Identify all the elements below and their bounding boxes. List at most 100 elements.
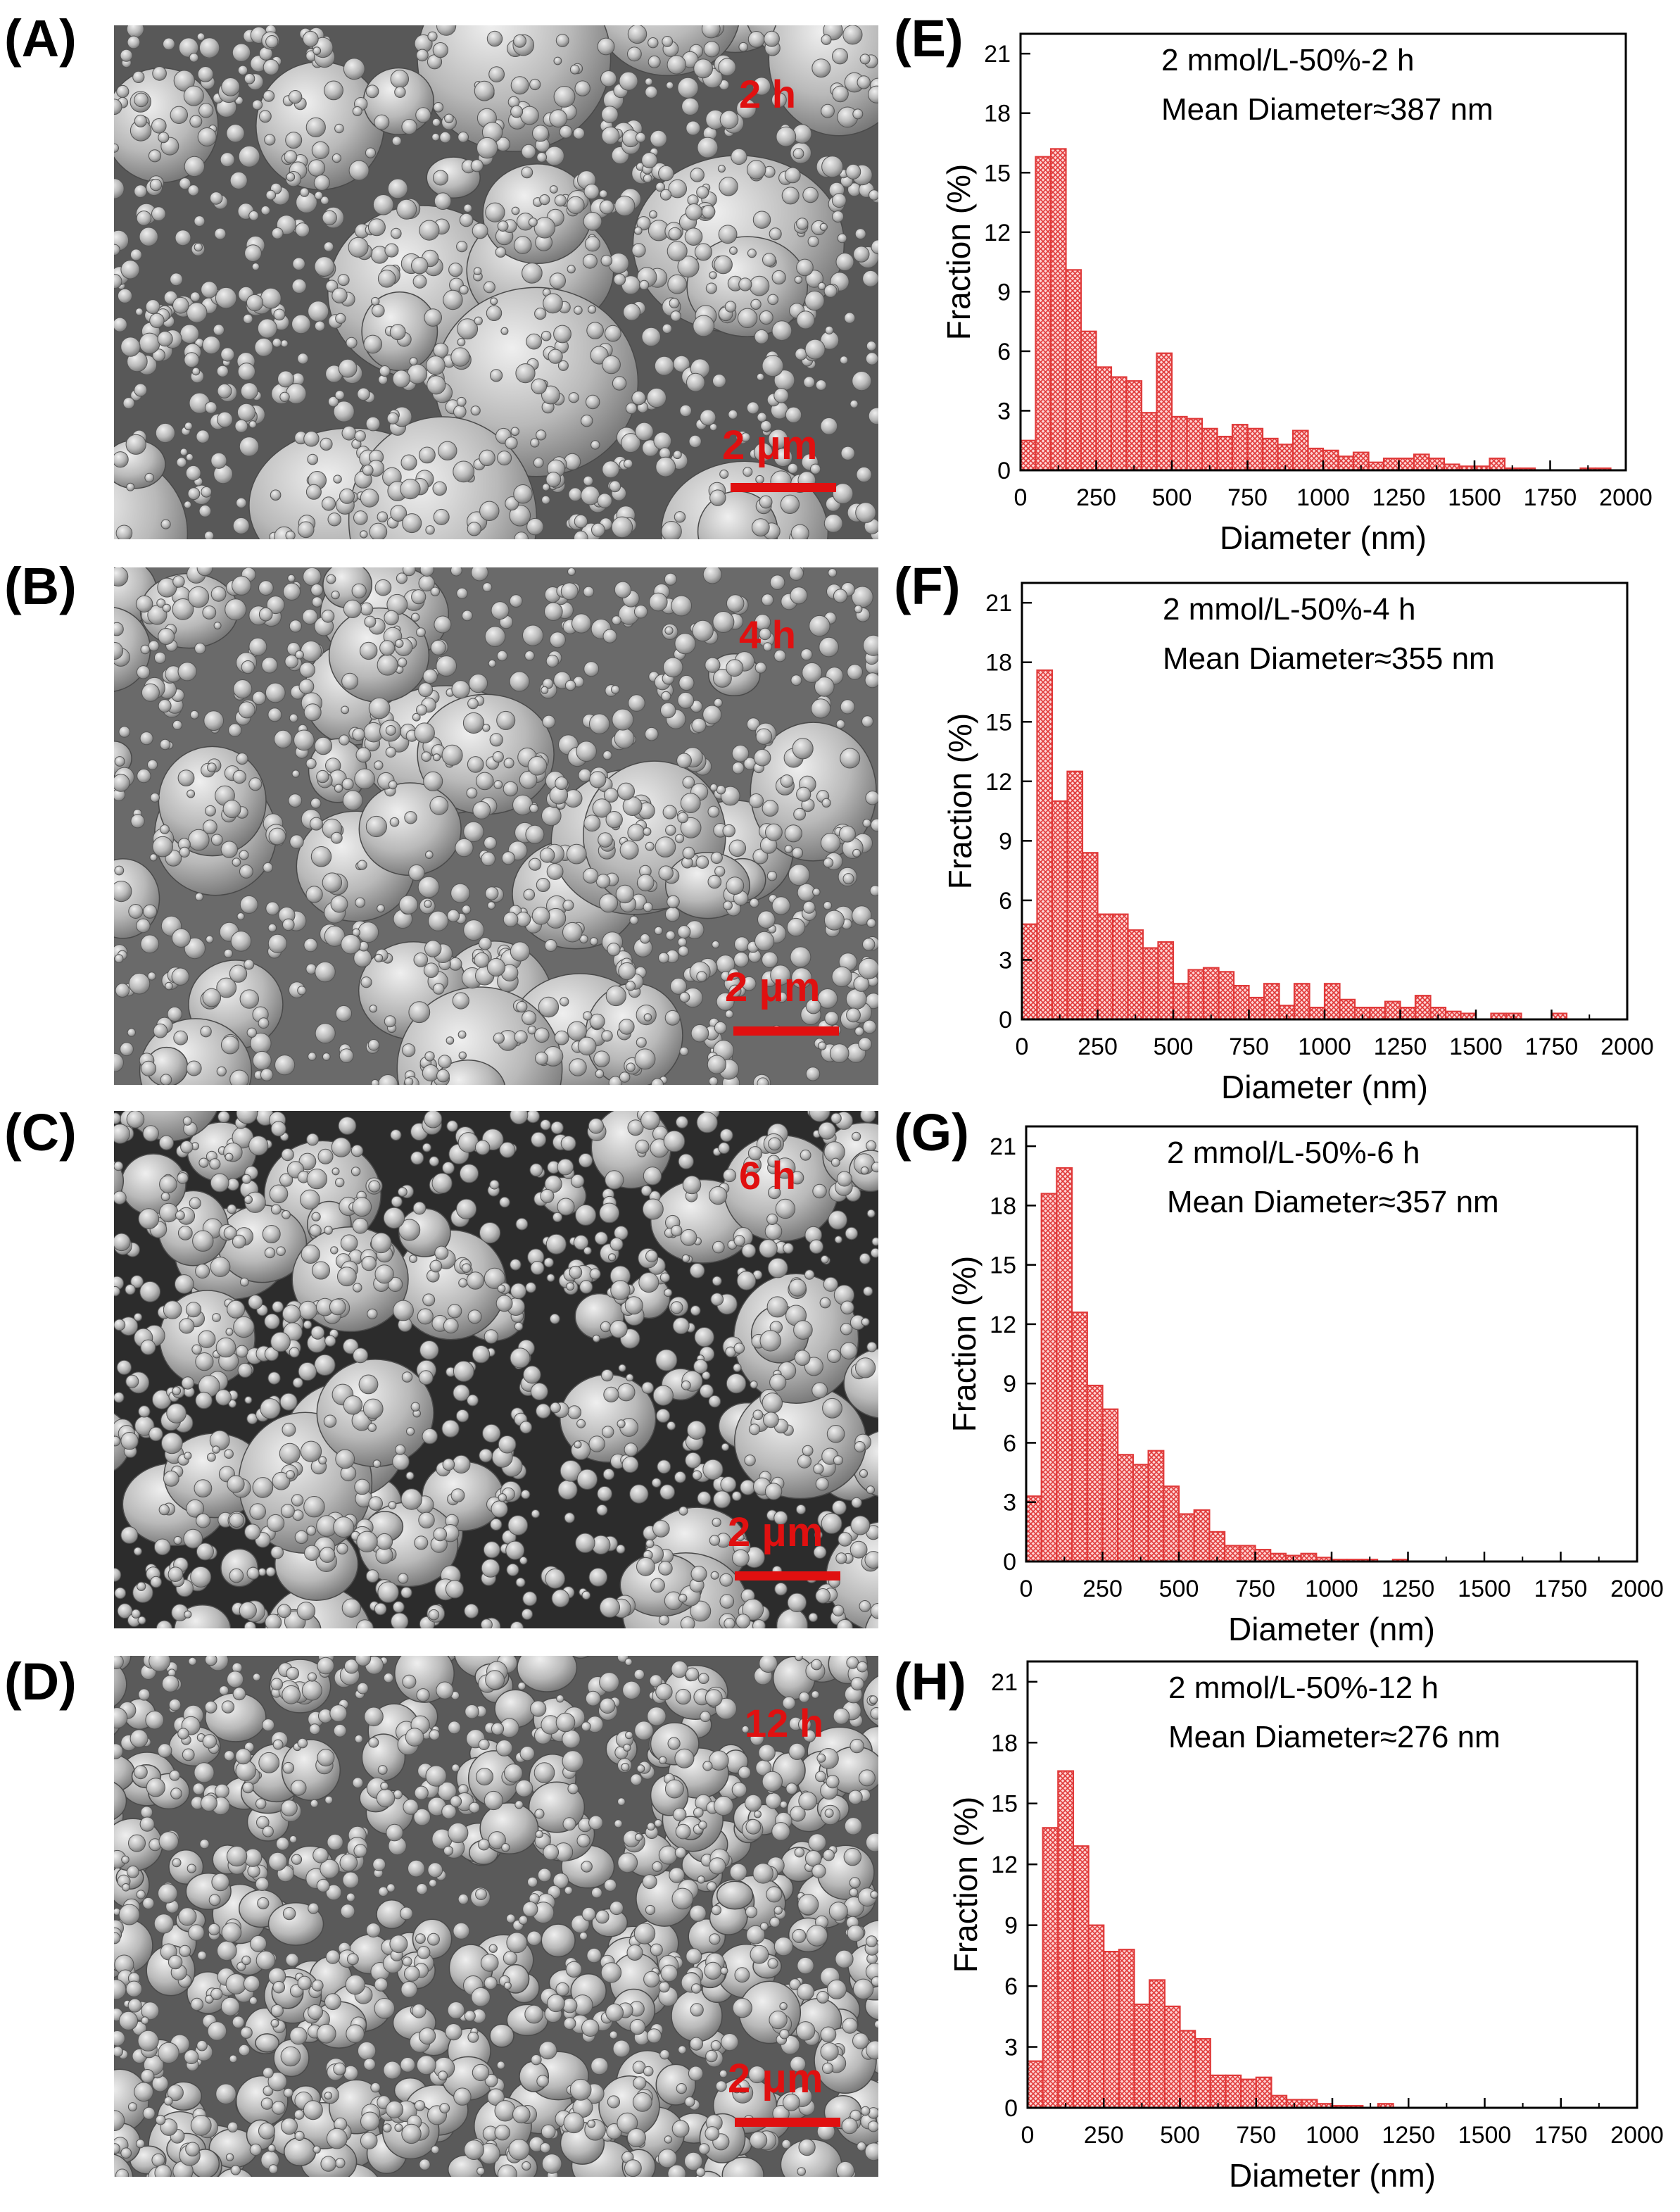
histogram-f: 0 250 500 750 1000 1250 1500 1750 2000 0 3 6 9 12 15 18…: [915, 549, 1680, 1105]
x-tick-label: 500: [1152, 484, 1192, 511]
histogram-bar: [1216, 435, 1234, 472]
y-tick-label: 6: [1004, 1973, 1018, 2000]
y-axis-label: Fraction (%): [942, 713, 978, 889]
x-tick-label: 1750: [1534, 1576, 1588, 1602]
y-tick-label: 15: [985, 709, 1012, 736]
y-tick-label: 3: [1003, 1490, 1016, 1516]
histogram-bar: [1081, 852, 1099, 1021]
histogram-bar: [1095, 366, 1113, 472]
histogram-bar: [1322, 449, 1339, 472]
histogram-bar: [1049, 148, 1067, 472]
histogram-bar: [1444, 1010, 1462, 1021]
y-tick-label: 9: [1004, 1913, 1018, 1940]
x-tick-label: 500: [1154, 1033, 1194, 1060]
histogram-bar: [1369, 1006, 1387, 1021]
scale-bar-a: [731, 483, 836, 492]
histogram-bar: [1117, 1454, 1135, 1563]
x-axis-label: Diameter (nm): [1228, 1611, 1435, 1647]
histogram-bar: [1097, 913, 1114, 1021]
sem-image-d: [114, 1656, 878, 2177]
y-tick-label: 18: [985, 650, 1012, 677]
y-tick-label: 0: [1003, 1549, 1016, 1576]
histogram-bar: [1042, 1827, 1059, 2109]
x-axis-label: Diameter (nm): [1220, 520, 1427, 556]
histogram-bar: [1368, 461, 1385, 472]
histogram-bar: [1489, 457, 1506, 472]
histogram-bar: [1239, 1545, 1256, 1563]
panel-label-g: (G): [894, 1103, 969, 1162]
x-tick-label: 0: [1020, 1576, 1033, 1602]
histogram-bar: [1103, 1951, 1120, 2109]
histogram-bar: [1246, 427, 1264, 472]
y-axis-label: Fraction (%): [940, 164, 977, 340]
y-tick-label: 6: [999, 888, 1012, 915]
panel-label-a: (A): [4, 9, 77, 68]
sem-time-label-a: 2 h: [739, 72, 796, 116]
x-tick-label: 0: [1014, 484, 1028, 511]
histogram-bar: [1086, 1384, 1104, 1563]
x-tick-label: 1000: [1296, 484, 1350, 511]
x-tick-label: 2000: [1610, 1576, 1664, 1602]
histogram-bar: [1225, 2074, 1242, 2109]
histogram-bar: [1056, 1167, 1073, 1563]
histogram-bar: [1224, 1545, 1241, 1563]
y-tick-label: 6: [1003, 1430, 1016, 1457]
mean-diameter-annotation: Mean Diameter≈355 nm: [1163, 641, 1495, 676]
histogram-bar: [1187, 969, 1205, 1021]
histogram-bar: [1177, 1513, 1195, 1563]
histogram-bar: [1156, 352, 1173, 472]
x-tick-label: 1500: [1449, 1033, 1503, 1060]
y-tick-label: 9: [999, 828, 1012, 855]
histogram-bar: [1140, 412, 1158, 472]
mean-diameter-annotation: Mean Diameter≈357 nm: [1167, 1185, 1499, 1219]
panel-label-e: (E): [894, 9, 964, 68]
x-tick-label: 1000: [1298, 1033, 1351, 1060]
histogram-bar: [1110, 376, 1128, 472]
histogram-bar: [1163, 2005, 1181, 2109]
sem-time-label-c: 6 h: [739, 1153, 796, 1198]
histogram-bar: [1293, 983, 1310, 1021]
x-tick-label: 250: [1082, 1576, 1123, 1602]
histogram-bar: [1291, 429, 1309, 472]
x-tick-label: 250: [1076, 484, 1116, 511]
histogram-bar: [1384, 1000, 1401, 1021]
scale-bar-label-c: 2 μm: [728, 1509, 823, 1555]
histogram-bar: [1300, 1552, 1318, 1563]
sem-image-c: [114, 1111, 878, 1628]
histogram-bar: [1255, 2076, 1272, 2109]
histogram-bar: [1132, 1464, 1149, 1563]
y-tick-label: 18: [990, 1193, 1016, 1219]
scale-bar-label-b: 2 μm: [725, 964, 821, 1010]
x-tick-label: 1000: [1305, 1576, 1358, 1602]
x-tick-label: 750: [1235, 1576, 1275, 1602]
histogram-bar: [1270, 2094, 1288, 2109]
histogram-bar: [1127, 929, 1144, 1021]
histogram-bar: [1172, 983, 1189, 1021]
histogram-bar: [1201, 427, 1218, 472]
histogram-bar: [1382, 457, 1400, 472]
y-axis-label: Fraction (%): [947, 1797, 984, 1973]
sem-time-label-d: 12 h: [745, 1701, 824, 1745]
x-tick-label: 500: [1160, 2122, 1200, 2149]
scale-bar-d: [735, 2118, 840, 2127]
histogram-bar: [1413, 453, 1430, 472]
y-tick-label: 12: [984, 220, 1011, 246]
histogram-bar: [1118, 1949, 1135, 2109]
histogram-bar: [1142, 947, 1159, 1021]
y-tick-label: 9: [1003, 1371, 1016, 1397]
y-tick-label: 18: [984, 101, 1011, 127]
histogram-bar: [1240, 2078, 1257, 2109]
histogram-bar: [1307, 447, 1325, 472]
scale-bar-b: [733, 1026, 839, 1036]
sample-annotation: 2 mmol/L-50%-6 h: [1167, 1136, 1420, 1170]
histogram-bar: [1125, 380, 1143, 472]
histogram-bar: [1021, 923, 1038, 1021]
x-axis-label: Diameter (nm): [1229, 2157, 1436, 2194]
histogram-bar: [1071, 1311, 1088, 1563]
scale-bar-label-d: 2 μm: [728, 2056, 823, 2101]
x-tick-label: 0: [1016, 1033, 1029, 1060]
histogram-bar: [1186, 417, 1204, 472]
histogram-bar: [1051, 800, 1068, 1021]
sem-image-b: [114, 567, 878, 1085]
mean-diameter-annotation: Mean Diameter≈276 nm: [1168, 1720, 1501, 1754]
